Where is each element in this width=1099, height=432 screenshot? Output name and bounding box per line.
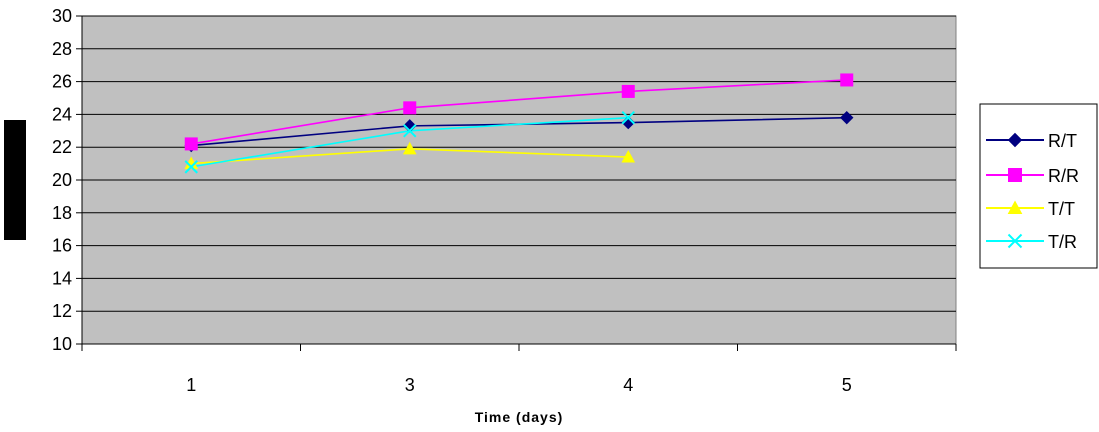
y-tick-labels: 10 12 14 16 18 20 22 24 26 28 30 [52,6,72,354]
legend-marker [1007,200,1023,214]
x-tick-label: 3 [405,375,415,395]
legend-item-R/R: R/R [986,166,1079,186]
y-tick-label: 30 [52,6,72,26]
y-tick-label: 10 [52,334,72,354]
y-tick-label: 18 [52,203,72,223]
series-markers [184,73,854,174]
x-tick-label: 5 [842,375,852,395]
legend-label: R/R [1048,166,1079,186]
legend-marker [1007,233,1023,249]
legend-label: R/T [1048,131,1077,151]
legend-item-T/R: T/R [986,232,1077,252]
data-point-R/R [621,84,635,98]
y-tick-label: 26 [52,72,72,92]
y-axis-title-block [4,120,26,240]
legend-marker [1007,132,1023,148]
data-point-T/T [621,149,636,163]
axes [76,15,957,351]
data-point-R/R [403,101,417,115]
y-tick-label: 28 [52,39,72,59]
legend-marker [1008,168,1022,182]
y-tick-label: 12 [52,301,72,321]
legend-box [979,103,1098,269]
gridlines [82,15,956,312]
y-tick-label: 22 [52,137,72,157]
y-tick-label: 20 [52,170,72,190]
legend-label: T/R [1048,232,1077,252]
legend-item-T/T: T/T [986,199,1075,219]
x-axis-title: Time (days) [475,409,564,425]
data-point-R/T [840,110,854,125]
data-point-T/R [621,110,635,125]
data-point-R/R [184,137,198,151]
x-tick-labels: 1 3 4 5 [186,375,852,395]
legend-item-R/T: R/T [986,131,1077,151]
legend: R/T R/R T/T T/R [979,103,1098,269]
data-point-T/R [403,124,417,138]
x-tick-label: 1 [186,375,196,395]
data-point-T/T [402,141,417,155]
y-tick-label: 14 [52,268,72,288]
x-tick-label: 4 [623,375,633,395]
data-point-R/R [840,73,854,87]
data-point-T/R [184,160,198,174]
y-tick-label: 16 [52,236,72,256]
legend-label: T/T [1048,199,1075,219]
series-line-R/R [191,79,847,145]
y-tick-label: 24 [52,104,72,124]
